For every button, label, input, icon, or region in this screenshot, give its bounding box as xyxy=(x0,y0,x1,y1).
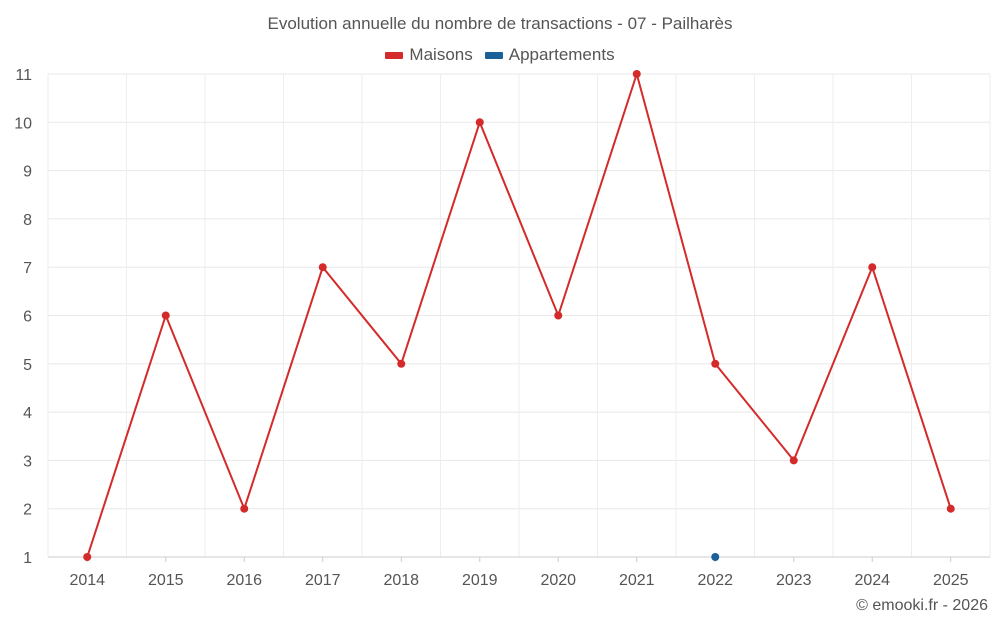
x-tick-label: 2018 xyxy=(383,572,419,589)
data-point-maisons xyxy=(83,553,92,561)
y-tick-label: 10 xyxy=(14,115,32,132)
chart-title: Evolution annuelle du nombre de transact… xyxy=(267,14,733,33)
data-point-maisons xyxy=(946,504,955,513)
y-tick-label: 4 xyxy=(23,405,32,422)
y-tick-label: 6 xyxy=(23,309,32,326)
data-point-maisons xyxy=(868,263,877,272)
y-tick-label: 7 xyxy=(23,260,32,277)
series-line-maisons xyxy=(86,73,952,558)
legend-label-maisons: Maisons xyxy=(409,45,473,64)
x-tick-label: 2021 xyxy=(619,572,655,589)
y-tick-label: 11 xyxy=(15,67,32,84)
x-tick-label: 2017 xyxy=(305,572,341,589)
data-point-maisons xyxy=(161,311,170,320)
chart-legend: Maisons Appartements xyxy=(0,45,1000,65)
x-tick-label: 2016 xyxy=(226,572,262,589)
footer-credit: © emooki.fr - 2026 xyxy=(856,597,988,614)
data-point-maisons xyxy=(554,311,563,320)
legend-item-maisons[interactable]: Maisons xyxy=(385,45,473,65)
x-axis: 2014 2015 2016 2017 2018 2019 2020 2021 2022 2023… xyxy=(69,557,969,589)
data-point-maisons xyxy=(397,359,406,368)
y-tick-label: 2 xyxy=(23,502,32,519)
legend-item-appartements[interactable]: Appartements xyxy=(484,45,615,65)
data-point-maisons xyxy=(632,70,641,78)
legend-swatch-maisons xyxy=(385,51,404,59)
x-tick-label: 2019 xyxy=(462,572,498,589)
grid xyxy=(47,73,991,558)
y-tick-label: 9 xyxy=(23,164,32,181)
x-tick-label: 2015 xyxy=(148,572,184,589)
data-point-maisons xyxy=(475,118,484,127)
y-tick-label: 1 xyxy=(23,550,32,567)
x-tick-label: 2023 xyxy=(776,572,812,589)
series-layer xyxy=(83,70,955,561)
data-point-maisons xyxy=(711,359,720,368)
y-tick-label: 5 xyxy=(23,357,32,374)
y-tick-label: 3 xyxy=(23,453,32,470)
data-point-maisons xyxy=(789,456,798,465)
data-point-maisons xyxy=(318,263,327,272)
x-tick-label: 2020 xyxy=(540,572,576,589)
y-axis: 1 2 3 4 5 6 7 8 9 10 11 xyxy=(14,67,32,567)
x-tick-label: 2025 xyxy=(933,572,969,589)
legend-label-appartements: Appartements xyxy=(508,45,615,64)
x-tick-label: 2022 xyxy=(697,572,733,589)
x-tick-label: 2014 xyxy=(69,572,105,589)
y-tick-label: 8 xyxy=(23,212,32,229)
data-point-appartements xyxy=(711,553,720,561)
x-tick-label: 2024 xyxy=(854,572,890,589)
data-point-maisons xyxy=(240,504,249,513)
legend-swatch-appartements xyxy=(484,51,503,59)
